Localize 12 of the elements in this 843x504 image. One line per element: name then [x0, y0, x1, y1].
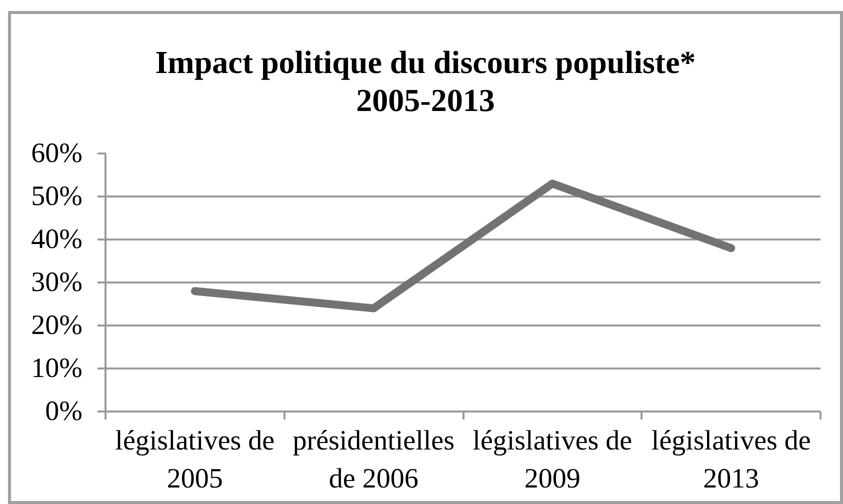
x-tick-label: législatives de 2009	[472, 426, 632, 494]
x-tick-label: présidentielles de 2006	[292, 426, 454, 494]
y-tick-label: 30%	[31, 267, 83, 298]
y-tick-label: 10%	[31, 353, 83, 384]
y-tick-label: 0%	[45, 396, 83, 427]
chart-title: Impact politique du discours populiste* 2005-2013	[155, 43, 696, 119]
x-tick-label: législatives de 2005	[115, 426, 275, 494]
y-tick-label: 40%	[31, 224, 83, 255]
x-tick-label: législatives de 2013	[651, 426, 811, 494]
y-tick-label: 50%	[31, 181, 83, 212]
y-tick-label: 20%	[31, 310, 83, 341]
y-tick-label: 60%	[31, 138, 83, 169]
